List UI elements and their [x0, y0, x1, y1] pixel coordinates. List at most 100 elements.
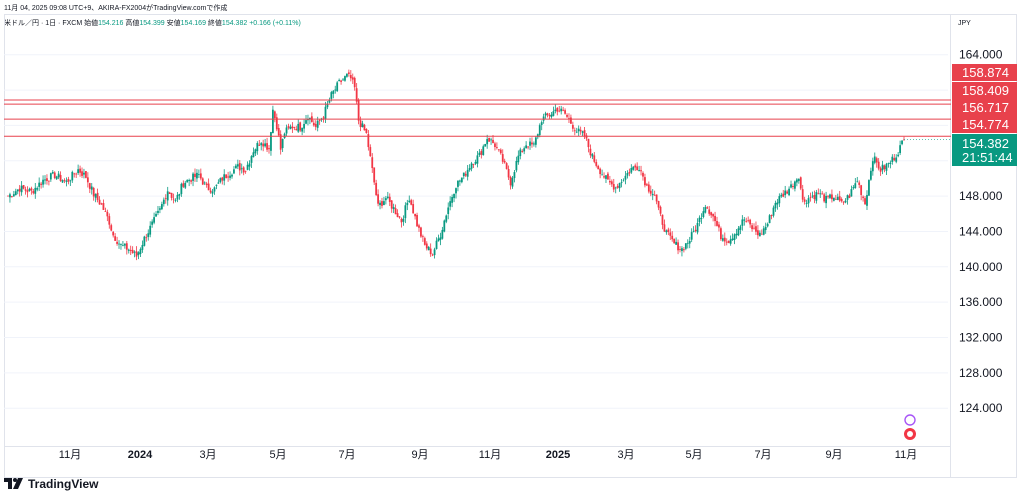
candle-body	[558, 110, 561, 112]
candle-body	[675, 241, 678, 245]
candle-body	[381, 201, 383, 206]
candle-body	[316, 120, 319, 128]
candle-body	[421, 236, 424, 238]
candle-body	[575, 131, 578, 133]
candle-body	[503, 160, 506, 163]
candle-body	[509, 176, 512, 186]
candle-body	[38, 182, 41, 187]
candle-body	[143, 236, 146, 246]
candle-body	[112, 231, 115, 236]
candle-body	[371, 157, 374, 169]
candle-body	[534, 137, 537, 145]
candle-body	[474, 161, 477, 164]
candle-body	[507, 169, 510, 178]
candle-body	[369, 147, 372, 157]
candle-body	[234, 165, 237, 169]
candle-body	[638, 170, 640, 172]
candle-body	[620, 182, 623, 183]
candle-body	[287, 126, 290, 128]
candle-body	[67, 179, 70, 182]
candle-body	[647, 184, 650, 192]
candle-body	[270, 132, 272, 151]
candle-body	[659, 206, 662, 214]
candle-body	[811, 195, 814, 197]
candle-body	[449, 201, 452, 207]
candle-body	[741, 219, 744, 226]
candle-body	[897, 154, 900, 157]
candle-body	[527, 146, 529, 148]
candle-body	[447, 207, 450, 215]
level-price-tag	[952, 116, 1017, 133]
candle-body	[597, 165, 600, 170]
candle-body	[86, 177, 89, 183]
candle-body	[702, 211, 705, 218]
candle-body	[155, 213, 157, 217]
candle-body	[367, 134, 370, 148]
candle-body	[289, 126, 292, 130]
candle-body	[246, 164, 249, 170]
candle-body	[770, 215, 773, 217]
candle-body	[184, 182, 187, 188]
candle-body	[684, 243, 687, 249]
candle-body	[125, 243, 128, 250]
candle-body	[295, 128, 298, 131]
candle-body	[326, 103, 329, 108]
candle-body	[879, 168, 882, 172]
candle-body	[901, 140, 903, 145]
candle-body	[293, 127, 296, 128]
candle-body	[59, 175, 62, 181]
candle-body	[690, 232, 693, 240]
high-value: 154.399	[139, 20, 165, 27]
candle-body	[330, 92, 333, 99]
candle-body	[747, 220, 750, 222]
candle-body	[357, 100, 360, 121]
candle-body	[550, 114, 553, 117]
candle-body	[416, 214, 418, 227]
candle-body	[44, 179, 46, 181]
candle-body	[645, 184, 648, 186]
candle-body	[661, 214, 664, 225]
candle-body	[77, 169, 80, 174]
candle-body	[686, 242, 689, 244]
candle-body	[213, 187, 216, 192]
candle-body	[499, 149, 502, 154]
candle-body	[219, 178, 222, 183]
candle-body	[201, 178, 204, 185]
candle-body	[642, 172, 644, 177]
candle-body	[825, 195, 827, 204]
candle-body	[85, 171, 87, 178]
candle-body	[445, 215, 448, 222]
candle-body	[205, 183, 208, 186]
candle-body	[538, 125, 541, 136]
candle-body	[790, 184, 792, 188]
candle-body	[355, 88, 358, 102]
candle-body	[764, 226, 767, 231]
candle-body	[164, 198, 167, 199]
candle-body	[12, 194, 15, 197]
candle-body	[834, 198, 837, 200]
candle-body	[203, 182, 206, 184]
candle-body	[794, 181, 796, 189]
candle-body	[336, 82, 339, 92]
candle-body	[75, 173, 78, 175]
candle-body	[579, 129, 582, 132]
candle-body	[655, 194, 658, 202]
chart-pane-border	[4, 14, 1017, 478]
candle-body	[571, 124, 574, 129]
candle-body	[314, 123, 317, 127]
candle-body	[704, 207, 707, 213]
candle-body	[885, 163, 888, 171]
candle-body	[135, 251, 138, 257]
candle-body	[324, 106, 327, 119]
candle-body	[145, 237, 148, 239]
candle-body	[275, 117, 278, 130]
candle-body	[751, 225, 753, 230]
candle-body	[65, 180, 68, 182]
candle-body	[846, 195, 849, 200]
candle-body	[566, 114, 568, 117]
candle-body	[305, 120, 307, 124]
candle-body	[632, 166, 635, 170]
candle-body	[71, 171, 74, 181]
candle-body	[170, 192, 173, 198]
